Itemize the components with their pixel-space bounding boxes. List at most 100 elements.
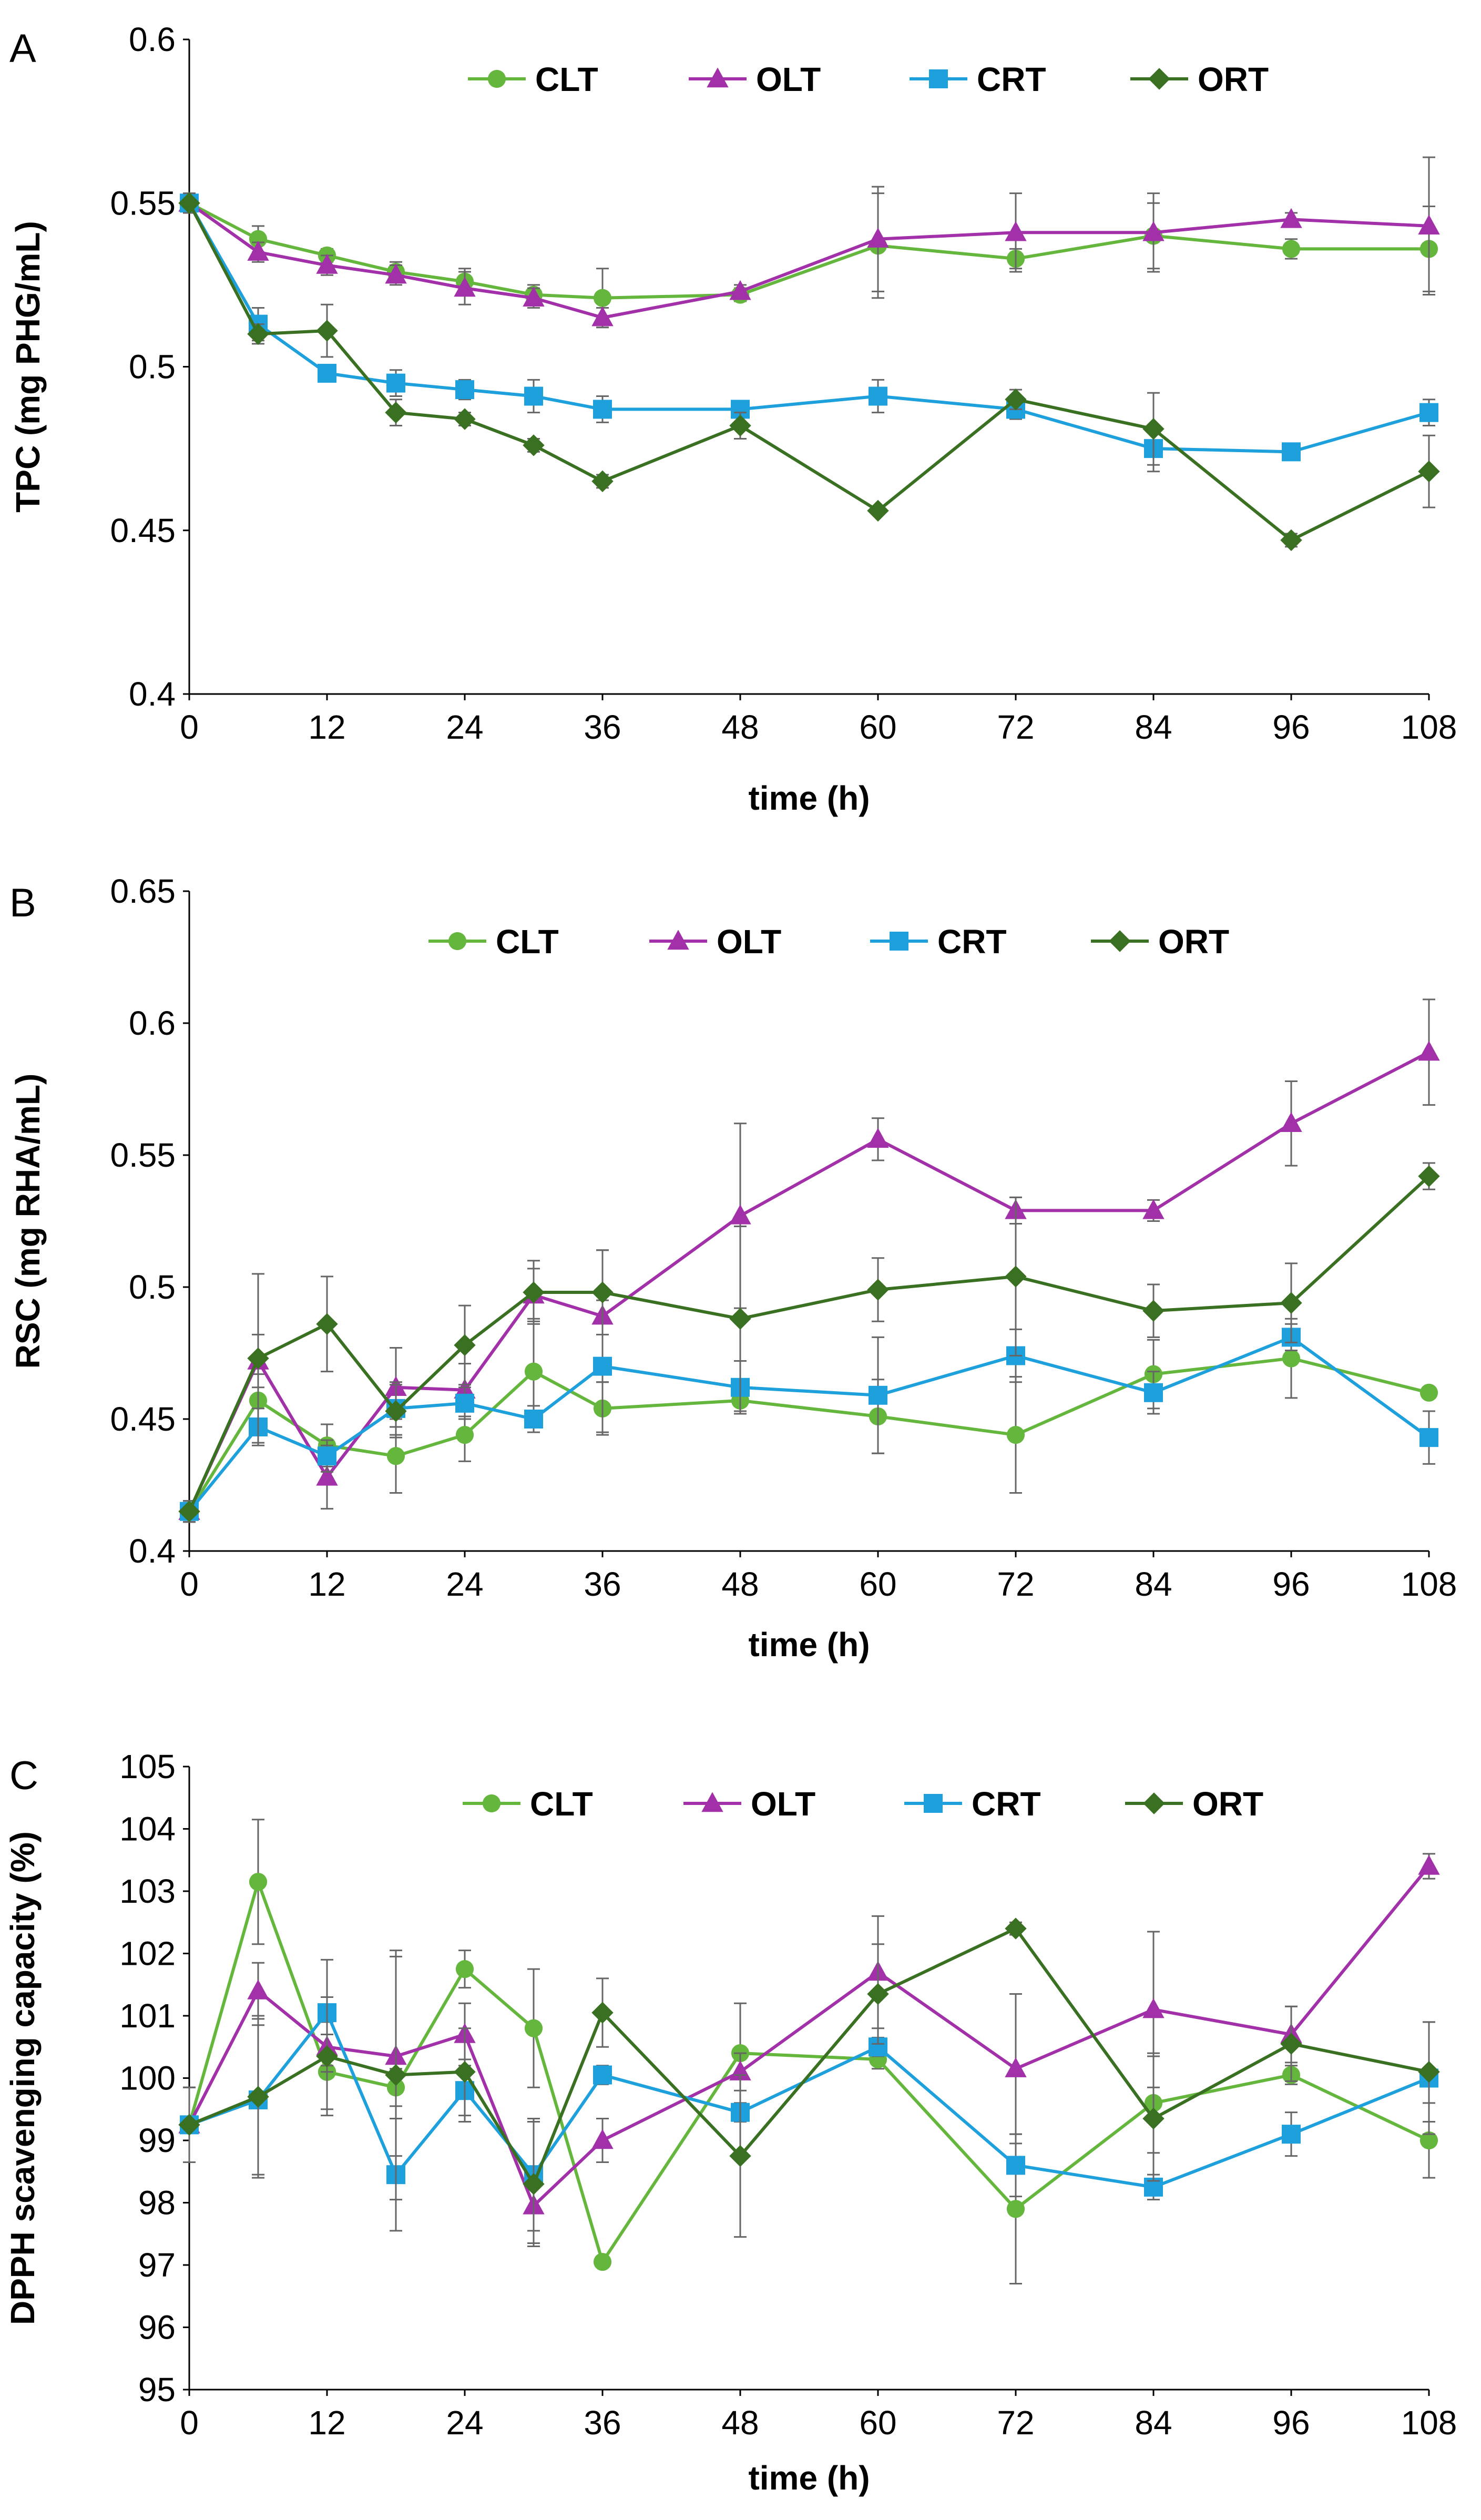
series-line-ort bbox=[188, 202, 1430, 542]
data-point-ort bbox=[1142, 1300, 1165, 1322]
legend-label-ort: ORT bbox=[1198, 60, 1269, 98]
data-point-ort bbox=[867, 1279, 889, 1301]
data-point-olt bbox=[1005, 221, 1027, 241]
data-point-olt bbox=[316, 1465, 338, 1486]
legend-label-ort: ORT bbox=[1192, 1785, 1263, 1823]
legend-marker-olt bbox=[707, 67, 729, 88]
x-tick-label: 36 bbox=[584, 1565, 621, 1603]
data-point-ort bbox=[178, 1501, 200, 1523]
data-point-ort bbox=[454, 2060, 476, 2083]
data-point-ort bbox=[1418, 461, 1440, 483]
x-tick-label: 72 bbox=[997, 708, 1034, 746]
data-point-clt bbox=[249, 1873, 268, 1891]
data-point-olt bbox=[729, 1204, 751, 1225]
y-tick-label: 95 bbox=[138, 2371, 176, 2409]
data-point-ort bbox=[1005, 389, 1027, 411]
legend-label-olt: OLT bbox=[751, 1785, 815, 1823]
series-line-clt bbox=[188, 1356, 1429, 1513]
data-point-ort bbox=[385, 401, 407, 424]
legend-label-olt: OLT bbox=[756, 60, 821, 98]
legend: CLT OLT CRT ORT bbox=[463, 1785, 1263, 1823]
data-point-clt bbox=[1419, 1383, 1438, 1402]
data-point-crt bbox=[593, 1356, 612, 1376]
x-tick-label: 72 bbox=[997, 2404, 1034, 2442]
x-tick-label: 12 bbox=[308, 708, 345, 746]
data-point-olt bbox=[1142, 221, 1165, 241]
series-line-clt bbox=[188, 1880, 1430, 2264]
x-tick-label: 108 bbox=[1401, 2404, 1457, 2442]
series-ort bbox=[178, 1917, 1440, 2247]
data-point-ort bbox=[178, 2114, 200, 2136]
y-tick-label: 0.55 bbox=[110, 184, 176, 222]
data-point-olt bbox=[729, 280, 751, 300]
legend-label-crt: CRT bbox=[937, 923, 1007, 961]
data-point-ort bbox=[523, 1281, 545, 1303]
data-point-crt bbox=[524, 386, 543, 406]
chart-panel-a: A 0.4 0.45 0.5 0.55 0.6 0 12 24 36 48 60 72 84 96 108 ti… bbox=[9, 21, 1457, 817]
x-tick-label: 84 bbox=[1135, 2404, 1172, 2442]
y-tick-label: 0.45 bbox=[110, 512, 176, 549]
x-tick-label: 108 bbox=[1401, 1565, 1457, 1603]
data-point-olt bbox=[1418, 1855, 1440, 1875]
data-point-ort bbox=[591, 1281, 614, 1303]
legend: CLT OLT CRT ORT bbox=[468, 60, 1269, 98]
data-point-olt bbox=[867, 228, 889, 248]
data-point-ort bbox=[385, 2064, 407, 2086]
y-tick-label: 98 bbox=[138, 2184, 176, 2222]
data-point-clt bbox=[593, 2252, 612, 2271]
data-point-ort bbox=[591, 2002, 614, 2024]
data-point-ort bbox=[178, 192, 200, 214]
data-point-ort bbox=[1280, 1292, 1302, 1314]
data-point-clt bbox=[455, 1426, 474, 1444]
series-crt bbox=[180, 1958, 1438, 2232]
legend-marker-crt bbox=[924, 1794, 943, 1813]
x-tick-label: 96 bbox=[1272, 1565, 1310, 1603]
legend-marker-ort bbox=[1143, 1792, 1165, 1814]
data-point-olt bbox=[1418, 215, 1440, 235]
y-axis-title: DPPH scavenging capacity (%) bbox=[4, 1831, 42, 2325]
x-tick-label: 36 bbox=[584, 708, 621, 746]
data-point-clt bbox=[524, 1362, 543, 1381]
data-point-ort bbox=[1005, 1266, 1027, 1288]
y-tick-label: 104 bbox=[119, 1810, 176, 1848]
y-tick-label: 0.4 bbox=[129, 675, 176, 713]
series-line-crt bbox=[188, 2011, 1430, 2189]
data-point-olt bbox=[591, 306, 614, 327]
y-tick-label: 0.6 bbox=[129, 1004, 176, 1042]
data-point-ort bbox=[1280, 2033, 1302, 2055]
legend: CLT OLT CRT ORT bbox=[428, 923, 1229, 961]
x-tick-label: 60 bbox=[859, 2404, 896, 2442]
x-tick-label: 12 bbox=[308, 2404, 345, 2442]
data-point-crt bbox=[593, 400, 612, 419]
y-tick-label: 0.6 bbox=[129, 21, 176, 58]
legend-marker-crt bbox=[929, 69, 948, 88]
legend-label-clt: CLT bbox=[530, 1785, 593, 1823]
data-point-olt bbox=[1418, 1040, 1440, 1061]
data-point-clt bbox=[593, 289, 612, 307]
data-point-crt bbox=[455, 380, 474, 400]
y-tick-label: 99 bbox=[138, 2121, 176, 2159]
data-point-ort bbox=[1418, 1165, 1440, 1187]
x-tick-label: 0 bbox=[180, 2404, 199, 2442]
series-crt bbox=[180, 192, 1438, 473]
data-point-clt bbox=[1282, 1349, 1301, 1368]
x-tick-label: 84 bbox=[1135, 708, 1172, 746]
data-point-crt bbox=[1144, 1383, 1163, 1402]
data-point-olt bbox=[247, 1980, 269, 1999]
x-tick-label: 0 bbox=[180, 1565, 199, 1603]
legend-label-ort: ORT bbox=[1158, 923, 1229, 961]
data-point-clt bbox=[386, 1447, 405, 1465]
data-point-clt bbox=[524, 2019, 543, 2037]
y-tick-label: 105 bbox=[119, 1748, 176, 1786]
x-tick-label: 96 bbox=[1272, 708, 1310, 746]
data-point-ort bbox=[1005, 1917, 1027, 1940]
data-point-crt bbox=[1006, 2156, 1025, 2175]
legend-marker-clt bbox=[448, 932, 467, 951]
series-ort bbox=[178, 192, 1440, 552]
y-tick-label: 0.5 bbox=[129, 348, 176, 386]
y-tick-label: 0.45 bbox=[110, 1400, 176, 1438]
data-point-olt bbox=[454, 277, 476, 297]
legend-label-clt: CLT bbox=[535, 60, 598, 98]
data-point-ort bbox=[454, 1334, 476, 1356]
